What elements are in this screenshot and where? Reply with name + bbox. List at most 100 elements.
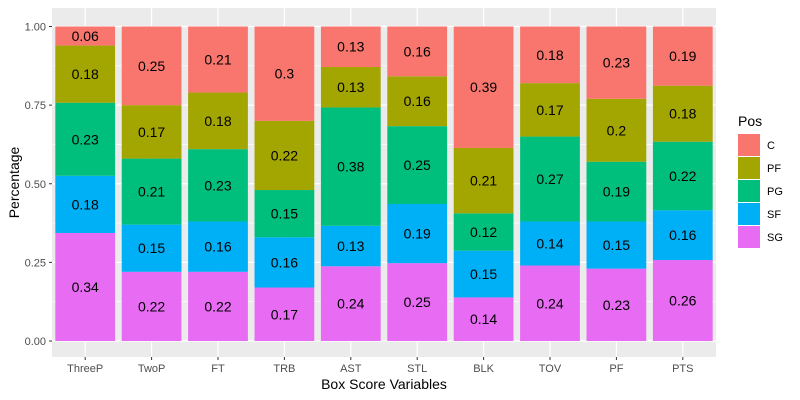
bar-segment-sg-threep bbox=[55, 232, 116, 341]
x-tick-label: TwoP bbox=[138, 363, 166, 375]
bar-segment-c-tov bbox=[520, 26, 580, 84]
data-label: 0.38 bbox=[337, 159, 364, 175]
bar-segment-pg-ast bbox=[320, 107, 381, 226]
bar-segment-sf-threep bbox=[55, 175, 116, 233]
legend-key-c bbox=[738, 134, 760, 156]
bar-segment-c-ft bbox=[188, 26, 248, 93]
bar-segment-sg-pts bbox=[652, 260, 713, 341]
bar-segment-sg-stl bbox=[387, 263, 448, 341]
data-label: 0.19 bbox=[669, 48, 696, 64]
legend-label-sf: SF bbox=[767, 209, 781, 221]
bar-segment-pf-pf bbox=[586, 98, 647, 162]
bar-segment-sg-tov bbox=[520, 265, 580, 341]
x-tick-label: FT bbox=[211, 363, 225, 375]
bar-segment-c-blk bbox=[453, 26, 514, 148]
data-label: 0.13 bbox=[337, 238, 364, 254]
data-label: 0.23 bbox=[72, 131, 99, 147]
bar-segment-c-trb bbox=[254, 26, 315, 121]
bar-segment-pf-tov bbox=[520, 83, 580, 137]
bar-segment-c-ast bbox=[320, 26, 381, 67]
x-tick-label: TOV bbox=[539, 363, 562, 375]
bar-segment-pg-ft bbox=[188, 149, 248, 222]
x-tick-label: PTS bbox=[672, 363, 693, 375]
bar-segment-sf-trb bbox=[254, 237, 315, 288]
data-label: 0.13 bbox=[337, 39, 364, 55]
data-label: 0.15 bbox=[271, 206, 298, 222]
data-label: 0.23 bbox=[603, 55, 630, 71]
data-label: 0.16 bbox=[204, 239, 231, 255]
data-label: 0.26 bbox=[669, 293, 696, 309]
data-label: 0.14 bbox=[470, 311, 497, 327]
x-tick-label: BLK bbox=[473, 363, 494, 375]
data-label: 0.22 bbox=[138, 298, 165, 314]
bar-segment-pg-threep bbox=[55, 102, 116, 176]
legend-key-sg bbox=[738, 226, 760, 248]
x-tick-label: AST bbox=[340, 363, 362, 375]
data-label: 0.14 bbox=[536, 236, 563, 252]
data-label: 0.16 bbox=[271, 254, 298, 270]
legend-label-c: C bbox=[767, 140, 775, 152]
y-tick-label: 0.25 bbox=[25, 257, 46, 269]
data-label: 0.19 bbox=[404, 226, 431, 242]
bar-segment-pf-stl bbox=[387, 76, 448, 127]
bar-segment-sg-twop bbox=[121, 271, 182, 341]
y-tick-label: 1.00 bbox=[25, 22, 46, 34]
data-label: 0.18 bbox=[536, 47, 563, 63]
data-label: 0.19 bbox=[603, 184, 630, 200]
y-tick-label: 0.50 bbox=[25, 179, 46, 191]
data-label: 0.13 bbox=[337, 79, 364, 95]
data-label: 0.18 bbox=[72, 196, 99, 212]
bar-segment-sg-blk bbox=[453, 297, 514, 341]
data-label: 0.18 bbox=[669, 106, 696, 122]
data-label: 0.15 bbox=[470, 266, 497, 282]
bar-segment-pf-ft bbox=[188, 92, 248, 150]
bar-segment-pg-pf bbox=[586, 161, 647, 222]
y-tick-label: 0.00 bbox=[25, 336, 46, 348]
bar-segment-pg-tov bbox=[520, 136, 580, 222]
bar-segment-pg-stl bbox=[387, 126, 448, 204]
data-label: 0.23 bbox=[603, 297, 630, 313]
y-axis-title: Percentage bbox=[6, 146, 22, 218]
legend-label-sg: SG bbox=[767, 232, 783, 244]
data-label: 0.21 bbox=[470, 173, 497, 189]
data-label: 0.16 bbox=[404, 93, 431, 109]
data-label: 0.39 bbox=[470, 79, 497, 95]
bar-segment-sf-pf bbox=[586, 221, 647, 269]
bar-segment-c-threep bbox=[55, 26, 116, 46]
x-tick-label: ThreeP bbox=[67, 363, 103, 375]
bar-segment-c-pts bbox=[652, 26, 713, 86]
data-label: 0.18 bbox=[204, 113, 231, 129]
bar-segment-pg-twop bbox=[121, 158, 182, 225]
bar-segment-c-pf bbox=[586, 26, 647, 99]
x-tick-label: STL bbox=[407, 363, 427, 375]
data-label: 0.22 bbox=[271, 147, 298, 163]
data-label: 0.15 bbox=[603, 237, 630, 253]
bar-segment-sg-pf bbox=[586, 268, 647, 341]
data-label: 0.06 bbox=[72, 28, 99, 44]
data-label: 0.16 bbox=[669, 227, 696, 243]
data-label: 0.15 bbox=[138, 240, 165, 256]
legend-key-pf bbox=[738, 157, 760, 179]
data-label: 0.3 bbox=[275, 66, 295, 82]
x-tick-label: PF bbox=[609, 363, 623, 375]
data-label: 0.24 bbox=[337, 296, 364, 312]
bar-segment-pf-ast bbox=[320, 66, 381, 108]
data-label: 0.12 bbox=[470, 224, 497, 240]
bar-segment-pg-pts bbox=[652, 141, 713, 211]
data-label: 0.21 bbox=[138, 184, 165, 200]
data-label: 0.24 bbox=[536, 295, 563, 311]
legend-key-sf bbox=[738, 203, 760, 225]
bar-segment-sf-ft bbox=[188, 221, 248, 272]
bar-segment-pf-pts bbox=[652, 85, 713, 142]
data-label: 0.22 bbox=[204, 298, 231, 314]
legend-key-pg bbox=[738, 180, 760, 202]
bar-segment-pg-trb bbox=[254, 190, 315, 238]
data-label: 0.2 bbox=[607, 122, 627, 138]
x-tick-label: TRB bbox=[273, 363, 295, 375]
bar-segment-sf-blk bbox=[453, 250, 514, 298]
data-label: 0.16 bbox=[404, 43, 431, 59]
y-tick-label: 0.75 bbox=[25, 100, 46, 112]
legend: Pos C PF PG SF SG bbox=[738, 113, 783, 248]
